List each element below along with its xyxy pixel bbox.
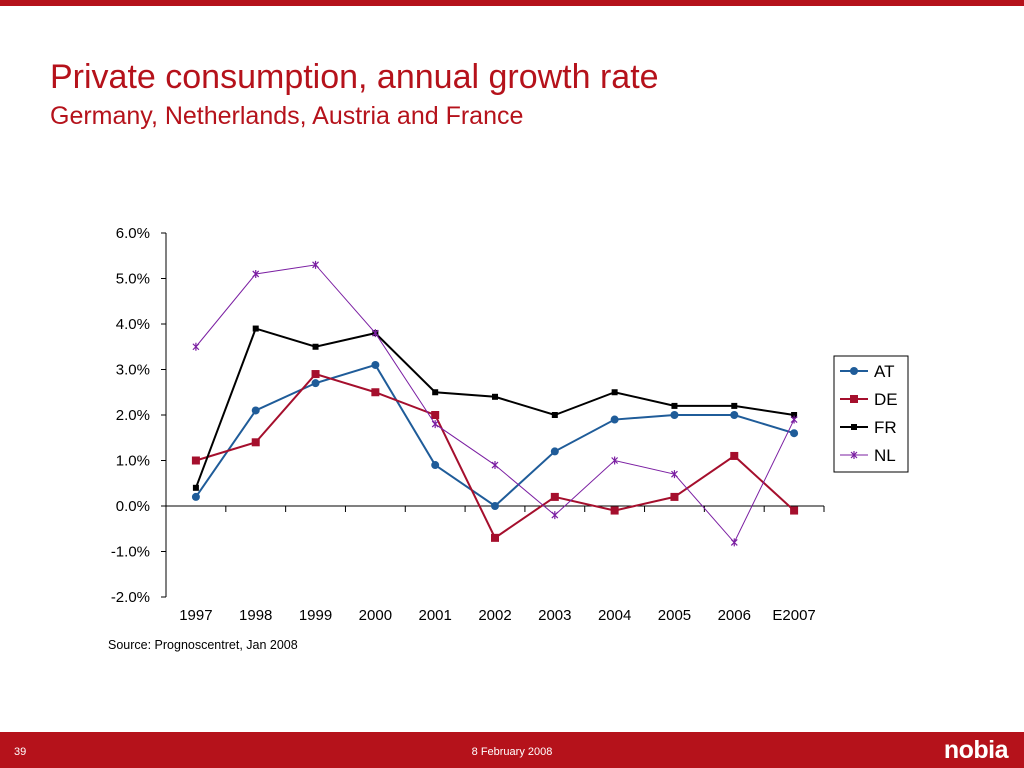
data-point-fr — [432, 389, 439, 396]
x-tick-label: 2001 — [418, 607, 451, 624]
data-point-nl — [671, 470, 678, 479]
data-point-at — [311, 379, 320, 388]
data-point-nl — [730, 538, 738, 547]
legend-box — [833, 355, 909, 473]
footer-bar: 39 8 February 2008 nobia — [0, 732, 1024, 768]
data-point-nl — [850, 451, 858, 459]
x-tick-label: 2004 — [598, 607, 631, 624]
data-point-at — [850, 367, 858, 375]
data-point-nl — [491, 461, 499, 470]
legend-label-nl: NL — [874, 446, 896, 465]
data-point-nl — [252, 269, 260, 278]
series-line-at — [195, 363, 795, 508]
data-point-fr — [312, 343, 319, 350]
y-tick-label: 6.0% — [116, 225, 150, 242]
slide-title: Private consumption, annual growth rate — [50, 58, 659, 96]
data-point-nl — [611, 456, 619, 465]
data-point-de — [730, 451, 739, 460]
data-point-de — [251, 438, 260, 447]
y-tick-label: 5.0% — [116, 271, 150, 288]
y-tick-label: 3.0% — [116, 362, 150, 379]
x-tick-label: 2002 — [478, 607, 511, 624]
x-tick-label: 2003 — [538, 607, 571, 624]
y-tick-label: 0.0% — [116, 498, 150, 515]
x-tick-label: 2006 — [718, 607, 751, 624]
data-point-nl — [790, 415, 798, 424]
top-accent-bar — [0, 0, 1024, 6]
data-point-fr — [671, 402, 678, 409]
y-tick-label: 2.0% — [116, 407, 150, 424]
y-tick-label: -2.0% — [111, 589, 150, 606]
legend-label-at: AT — [874, 362, 894, 381]
x-tick-label: 1999 — [299, 607, 332, 624]
x-tick-label: 1997 — [179, 607, 212, 624]
y-tick-label: 4.0% — [116, 316, 150, 333]
data-point-de — [550, 492, 559, 501]
x-tick-label: 2005 — [658, 607, 691, 624]
data-point-de — [670, 492, 679, 501]
data-point-de — [850, 395, 858, 403]
data-point-de — [431, 411, 440, 419]
x-tick-label: 1998 — [239, 607, 272, 624]
data-point-de — [191, 456, 200, 465]
y-tick-label: 1.0% — [116, 453, 150, 470]
data-point-at — [191, 492, 200, 501]
data-point-fr — [492, 393, 498, 400]
data-point-at — [730, 411, 739, 419]
data-point-nl — [431, 420, 439, 429]
line-chart: -2.0% -1.0% 0.0% 1.0% 2.0% 3.0% 4.0% 5.0% 6.0% 19… — [111, 225, 909, 624]
nobia-logo: nobia — [943, 736, 1009, 764]
data-point-at — [431, 461, 440, 470]
data-point-nl — [312, 260, 319, 269]
data-point-nl — [551, 511, 559, 520]
data-point-at — [491, 502, 499, 510]
data-point-at — [670, 411, 679, 419]
slide-subtitle: Germany, Netherlands, Austria and France — [50, 102, 524, 130]
data-point-fr — [851, 424, 857, 430]
data-point-at — [371, 360, 380, 369]
source-note: Source: Prognoscentret, Jan 2008 — [108, 638, 298, 652]
data-point-nl — [371, 329, 379, 338]
data-point-nl — [192, 342, 200, 351]
data-point-de — [610, 506, 619, 515]
y-tick-label: -1.0% — [111, 544, 150, 561]
data-point-fr — [731, 402, 738, 409]
data-point-de — [311, 370, 320, 379]
page-number: 39 — [14, 746, 27, 758]
data-point-fr — [252, 325, 259, 332]
data-point-fr — [192, 484, 199, 491]
data-point-at — [790, 429, 799, 438]
legend-label-de: DE — [874, 390, 898, 409]
series-line-nl — [195, 264, 795, 544]
legend-label-fr: FR — [874, 418, 897, 437]
x-tick-label: E2007 — [772, 607, 815, 624]
data-point-at — [550, 447, 559, 456]
data-point-fr — [551, 412, 558, 418]
data-point-at — [610, 415, 619, 424]
footer-date: 8 February 2008 — [471, 746, 553, 758]
x-tick-label: 2000 — [359, 607, 392, 624]
data-point-fr — [791, 412, 798, 418]
data-point-at — [251, 406, 260, 415]
data-point-de — [790, 506, 799, 515]
data-point-de — [491, 533, 499, 542]
data-point-de — [371, 388, 380, 397]
data-point-fr — [611, 389, 618, 396]
